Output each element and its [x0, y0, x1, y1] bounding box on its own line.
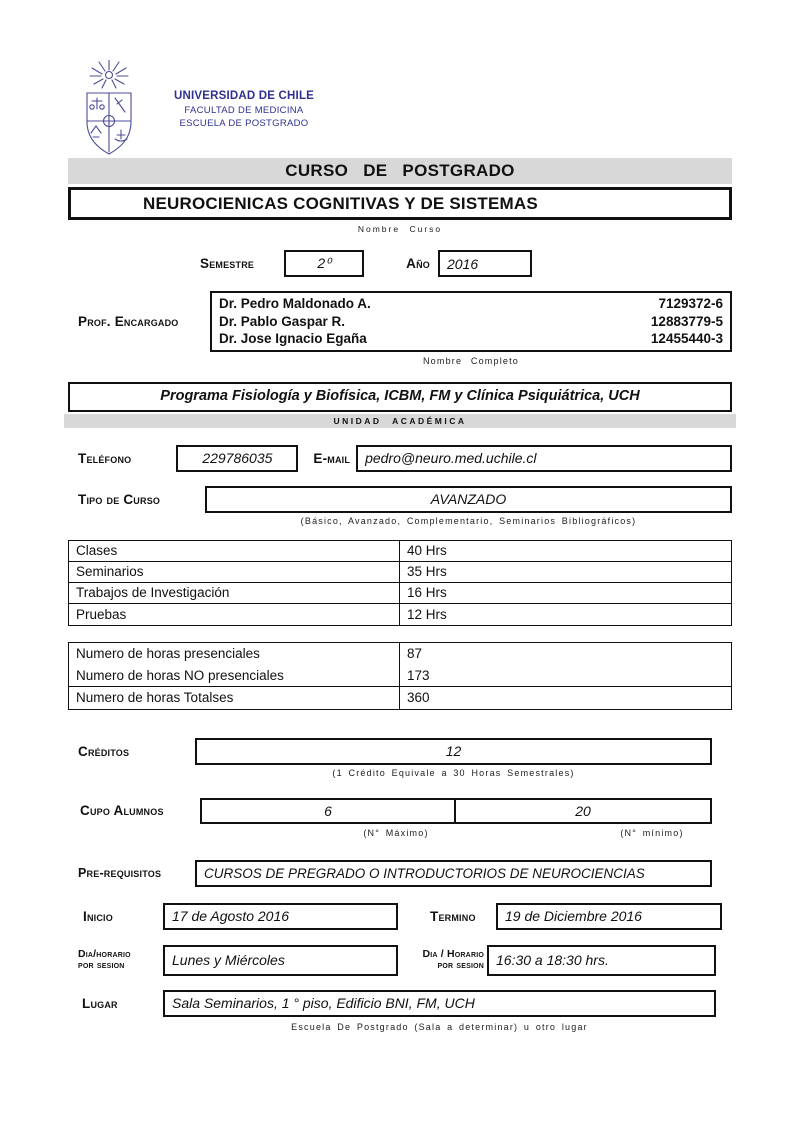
- hours-value-cell: 16 Hrs: [407, 585, 447, 600]
- year-label: Año: [406, 256, 430, 271]
- credits-label: Créditos: [78, 743, 130, 759]
- course-name-field: NEUROCIENICAS COGNITIVAS Y DE SISTEMAS: [68, 187, 732, 220]
- totals-table-row: Numero de horas presenciales 87: [69, 642, 731, 665]
- schedule-days-label-line1: Dia/horario: [78, 947, 131, 960]
- professor-name: Dr. Pablo Gaspar R.: [219, 313, 346, 329]
- professor-row: Dr. Jose Ignacio Egaña 12455440-3: [212, 330, 730, 348]
- quota-row: Cupo Alumnos 6 20: [0, 797, 800, 824]
- hours-label-cell: Seminarios: [69, 561, 400, 582]
- university-name: UNIVERSIDAD DE CHILE: [173, 90, 315, 102]
- professor-name: Dr. Pedro Maldonado A.: [219, 296, 371, 311]
- location-row: Lugar Sala Seminarios, 1 ° piso, Edifici…: [0, 989, 800, 1017]
- professor-name: Dr. Jose Ignacio Egaña: [219, 331, 367, 346]
- professors-row: Prof. Encargado Dr. Pedro Maldonado A. 7…: [0, 291, 800, 352]
- contact-row: Teléfono 229786035 E-mail pedro@neuro.me…: [0, 444, 800, 472]
- year-field: 2016: [437, 250, 532, 277]
- professors-label: Prof. Encargado: [78, 313, 179, 329]
- semester-field: 2⁰: [284, 250, 365, 277]
- quota-max-field: 6: [202, 799, 456, 822]
- professors-field: Dr. Pedro Maldonado A. 7129372-6 Dr. Pab…: [210, 291, 732, 352]
- course-type-row: Tipo de Curso AVANZADO: [0, 485, 800, 513]
- hours-value-cell: 40 Hrs: [407, 543, 447, 558]
- quota-label: Cupo Alumnos: [80, 803, 164, 818]
- hours-label-cell: Clases: [69, 540, 400, 561]
- hours-table: Clases 40 Hrs Seminarios 35 Hrs Trabajos…: [68, 539, 732, 626]
- course-name-caption: Nombre Curso: [357, 224, 443, 234]
- course-type-field: AVANZADO: [205, 485, 732, 513]
- quota-captions: (N° Máximo) (N° mínimo): [268, 828, 780, 838]
- hours-label-cell: Pruebas: [69, 603, 400, 625]
- institution-block: UNIVERSIDAD DE CHILE FACULTAD DE MEDICIN…: [160, 90, 328, 158]
- schedule-days-label-line2: por sesion: [78, 959, 125, 971]
- faculty-name: FACULTAD DE MEDICINA: [184, 104, 304, 116]
- totals-value-cell: 360: [407, 690, 430, 705]
- semester-row: Semestre 2⁰ Año 2016: [0, 250, 800, 277]
- totals-table-row: Numero de horas Totalses 360: [69, 686, 731, 709]
- hours-table-row: Clases 40 Hrs: [69, 540, 731, 562]
- location-label: Lugar: [82, 995, 118, 1011]
- totals-table-row: Numero de horas NO presenciales 173: [69, 664, 731, 687]
- quota-min-caption: (N° mínimo): [620, 827, 684, 838]
- schedule-time-field: 16:30 a 18:30 hrs.: [487, 944, 716, 976]
- email-label: E-mail: [313, 450, 351, 466]
- phone-label: Teléfono: [78, 450, 132, 466]
- hours-value-cell: 35 Hrs: [407, 564, 447, 579]
- location-caption: Escuela De Postgrado (Sala a determinar)…: [291, 1021, 588, 1032]
- professor-id: 12455440-3: [650, 331, 723, 346]
- end-date-label: Termino: [430, 908, 476, 924]
- credits-caption: (1 Crédito Equivale a 30 Horas Semestral…: [332, 767, 575, 778]
- credits-field: 12: [195, 737, 712, 765]
- schedule-time-label-line1: Dia / Horario: [422, 947, 484, 960]
- totals-value-cell: 173: [407, 667, 430, 683]
- schedule-days-field: Lunes y Miércoles: [163, 944, 398, 976]
- prerequisites-field: CURSOS DE PREGRADO O INTRODUCTORIOS DE N…: [195, 859, 712, 887]
- credits-row: Créditos 12: [0, 737, 800, 765]
- quota-field: 6 20: [200, 797, 712, 824]
- course-type-caption: (Básico, Avanzado, Complementario, Semin…: [300, 515, 637, 526]
- totals-value-cell: 87: [407, 646, 423, 661]
- hours-table-row: Pruebas 12 Hrs: [69, 603, 731, 625]
- location-field: Sala Seminarios, 1 ° piso, Edificio BNI,…: [163, 989, 716, 1017]
- schedule-days-label: Dia/horario por sesion: [78, 947, 155, 972]
- course-type-label: Tipo de Curso: [78, 491, 161, 507]
- hours-value-cell: 12 Hrs: [407, 606, 447, 622]
- dates-row: Inicio 17 de Agosto 2016 Termino 19 de D…: [0, 902, 800, 930]
- totals-label-cell: Numero de horas NO presenciales: [69, 664, 400, 686]
- phone-field: 229786035: [176, 444, 299, 472]
- totals-label-cell: Numero de horas Totalses: [69, 686, 400, 709]
- start-date-field: 17 de Agosto 2016: [163, 902, 398, 930]
- hours-table-row: Trabajos de Investigación 16 Hrs: [69, 582, 731, 604]
- professor-id: 12883779-5: [650, 313, 723, 329]
- professor-id: 7129372-6: [658, 296, 723, 311]
- quota-min-field: 20: [575, 802, 591, 819]
- totals-label-cell: Numero de horas presenciales: [69, 642, 400, 665]
- hours-table-row: Seminarios 35 Hrs: [69, 561, 731, 583]
- totals-table: Numero de horas presenciales 87 Numero d…: [68, 641, 732, 710]
- academic-unit-field: Programa Fisiología y Biofísica, ICBM, F…: [68, 381, 732, 412]
- professors-caption: Nombre Completo: [422, 355, 520, 366]
- start-date-label: Inicio: [83, 908, 113, 924]
- professor-row: Dr. Pablo Gaspar R. 12883779-5: [212, 313, 730, 331]
- prerequisites-row: Pre-requisitos CURSOS DE PREGRADO O INTR…: [0, 859, 800, 887]
- school-name: ESCUELA DE POSTGRADO: [179, 118, 309, 129]
- schedule-time-label-line2: por sesion: [437, 959, 484, 971]
- academic-unit-caption: UNIDAD ACADÉMICA: [64, 413, 736, 428]
- schedule-row: Dia/horario por sesion Lunes y Miércoles…: [0, 944, 800, 976]
- schedule-time-label: Dia / Horario por sesion: [400, 947, 484, 972]
- university-crest-icon: [86, 60, 132, 155]
- quota-max-caption: (N° Máximo): [363, 827, 429, 838]
- email-field: pedro@neuro.med.uchile.cl: [356, 444, 732, 472]
- prerequisites-label: Pre-requisitos: [78, 866, 162, 880]
- end-date-field: 19 de Diciembre 2016: [496, 902, 722, 930]
- letterhead: UNIVERSIDAD DE CHILE FACULTAD DE MEDICIN…: [64, 60, 800, 158]
- professor-row: Dr. Pedro Maldonado A. 7129372-6: [212, 295, 730, 313]
- form-title-bar: CURSO DE POSTGRADO: [68, 158, 732, 184]
- semester-label: Semestre: [200, 256, 255, 271]
- hours-label-cell: Trabajos de Investigación: [69, 582, 400, 603]
